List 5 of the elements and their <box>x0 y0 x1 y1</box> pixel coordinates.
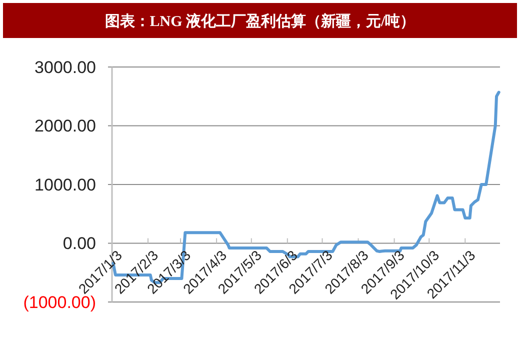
y-tick-label: 0.00 <box>62 234 96 254</box>
chart-title: 图表：LNG 液化工厂盈利估算（新疆，元/吨） <box>104 12 416 30</box>
y-tick-label: 3000.00 <box>34 58 96 77</box>
y-tick-label: 2000.00 <box>34 116 96 136</box>
y-tick-label: 1000.00 <box>34 175 96 194</box>
